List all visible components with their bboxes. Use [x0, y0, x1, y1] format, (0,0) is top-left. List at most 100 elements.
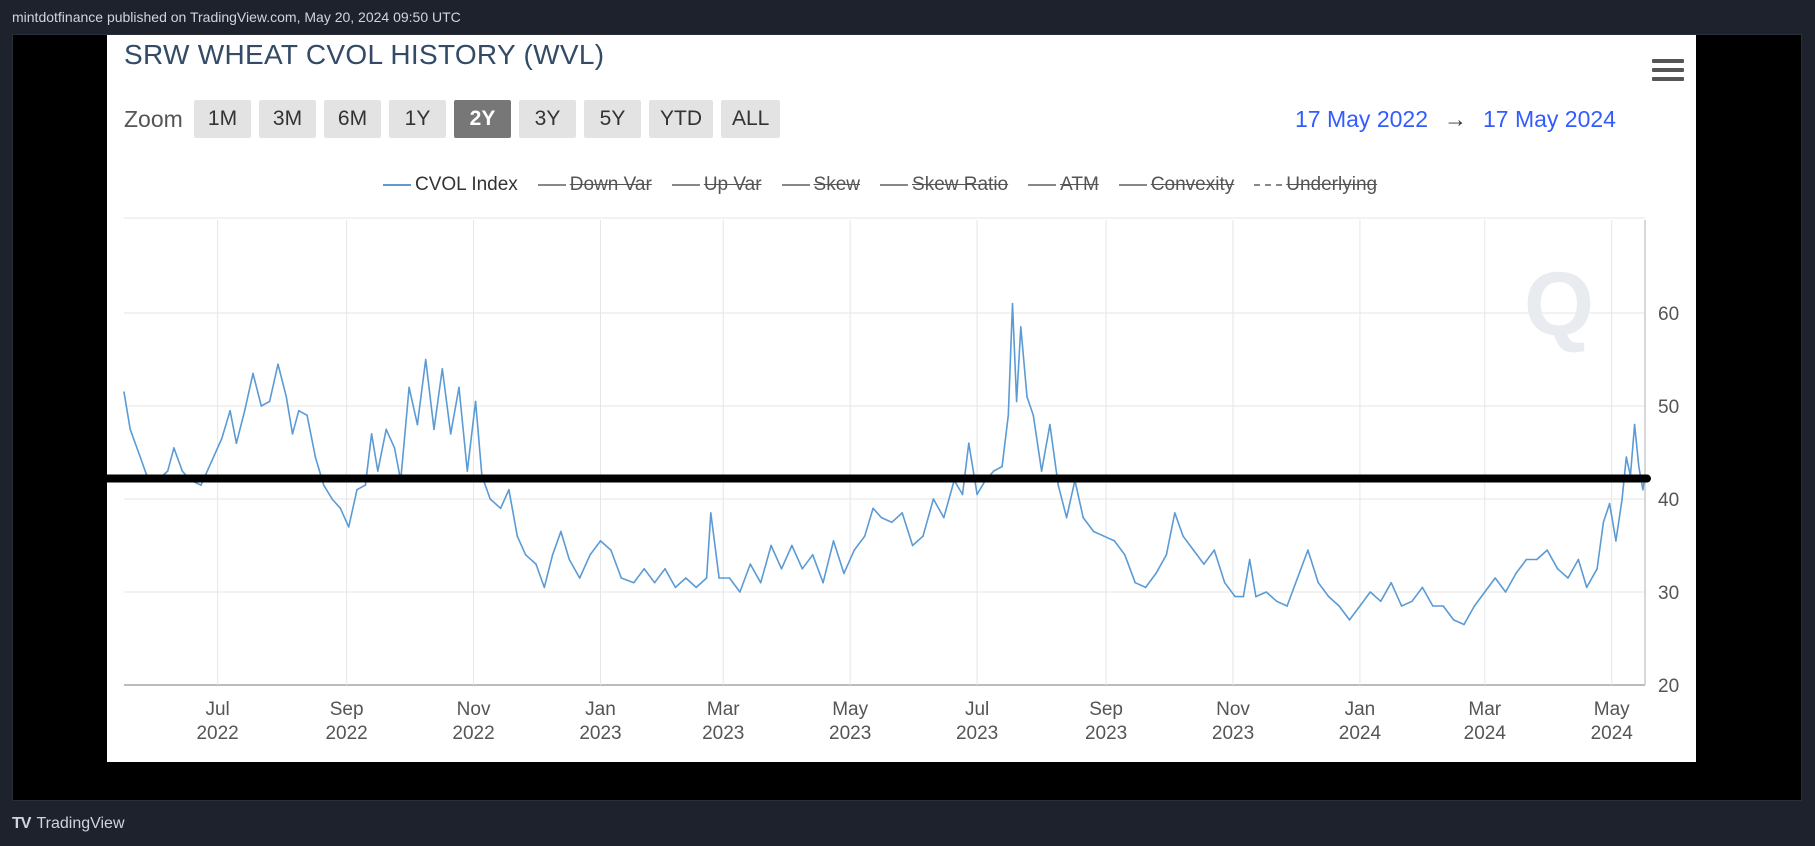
data-point [1144, 586, 1147, 589]
data-point [516, 535, 519, 537]
data-point [1192, 549, 1195, 551]
zoom-button-1m[interactable]: 1M [194, 100, 251, 138]
data-point [243, 409, 246, 412]
legend-item-up-var[interactable]: Up Var [671, 174, 762, 196]
data-point [1525, 558, 1528, 561]
legend-swatch [781, 184, 810, 186]
data-point [911, 544, 914, 547]
series-line-cvol-index [123, 302, 1646, 626]
data-point [599, 540, 602, 542]
data-point [1400, 605, 1403, 607]
legend-item-convexity[interactable]: Convexity [1118, 174, 1235, 196]
data-point [322, 484, 325, 486]
data-point [1596, 568, 1598, 570]
zoom-button-5y[interactable]: 5Y [584, 100, 641, 138]
data-point [1463, 623, 1465, 626]
legend-item-down-var[interactable]: Down Var [537, 174, 652, 196]
data-point [1338, 605, 1340, 607]
data-point [1473, 605, 1476, 607]
y-tick-label: 40 [1658, 490, 1679, 511]
publisher-line: mintdotfinance published on TradingView.… [12, 9, 461, 25]
data-point [1556, 568, 1559, 570]
data-point [643, 568, 645, 570]
data-point [891, 521, 893, 524]
x-tick-month: Mar [1468, 699, 1501, 720]
data-point [728, 577, 731, 579]
data-point [1065, 516, 1068, 519]
data-point [535, 563, 537, 565]
legend-label: Convexity [1150, 174, 1235, 195]
range-from[interactable]: 17 May 2022 [1295, 106, 1428, 132]
legend-item-skew-ratio[interactable]: Skew Ratio [880, 174, 1008, 196]
data-point [1296, 577, 1299, 579]
data-point [1092, 530, 1095, 533]
data-point [306, 414, 308, 417]
data-point [1411, 600, 1413, 603]
data-point [458, 386, 460, 389]
data-point [551, 554, 554, 556]
legend-swatch [671, 184, 700, 186]
range-to[interactable]: 17 May 2024 [1482, 106, 1616, 132]
data-point [578, 577, 581, 579]
data-point [880, 516, 883, 519]
legend-item-atm[interactable]: ATM [1028, 174, 1099, 196]
zoom-button-6m[interactable]: 6M [324, 100, 381, 138]
x-tick-year: 2024 [1339, 723, 1382, 744]
data-point [364, 484, 367, 486]
data-point [992, 470, 995, 472]
data-point [1638, 465, 1640, 468]
zoom-button-3y[interactable]: 3Y [519, 100, 576, 138]
data-point [1223, 581, 1226, 584]
zoom-button-3m[interactable]: 3M [259, 100, 316, 138]
data-point [822, 581, 824, 584]
data-point [1608, 502, 1611, 505]
data-point [393, 447, 396, 449]
legend-item-cvol-index[interactable]: CVOL Index [383, 174, 518, 196]
data-point [1577, 558, 1580, 561]
data-point [1359, 605, 1361, 607]
zoom-button-2y[interactable]: 2Y [454, 100, 511, 138]
x-tick-month: Jan [1345, 699, 1376, 720]
data-point [1615, 540, 1617, 542]
data-point [331, 498, 333, 500]
legend-label: Skew Ratio [912, 174, 1009, 195]
zoom-button-ytd[interactable]: YTD [649, 100, 713, 138]
data-point [1275, 600, 1278, 603]
line-chart: 20 30 40 50 60 Jul 2022 Sep 2022 Nov 2022 Jan 2023 Ma… [107, 217, 1679, 744]
data-point [968, 442, 970, 445]
data-point [1234, 595, 1236, 598]
data-point [1124, 554, 1126, 556]
data-point [524, 554, 527, 556]
data-point [832, 540, 835, 542]
data-point [499, 507, 502, 510]
y-tick-label: 30 [1658, 583, 1679, 604]
data-point [210, 461, 213, 463]
data-point [633, 581, 635, 584]
legend-swatch [1028, 184, 1057, 186]
data-point [1642, 488, 1644, 491]
data-point [385, 428, 388, 431]
data-point [872, 507, 874, 510]
data-point [252, 372, 254, 375]
data-point [229, 409, 231, 412]
data-point [1327, 595, 1330, 598]
data-point [1213, 549, 1216, 551]
chart-legend: CVOL Index Down Var Up Var Skew Skew Ratio AT… [383, 174, 1377, 196]
legend-swatch [1118, 184, 1147, 186]
legend-item-skew[interactable]: Skew [781, 174, 860, 196]
data-point [1536, 558, 1538, 561]
x-tick-year: 2024 [1591, 723, 1634, 744]
legend-label: CVOL Index [415, 174, 518, 195]
zoom-button-all[interactable]: ALL [721, 100, 781, 138]
data-point [543, 586, 546, 589]
data-point [137, 451, 140, 454]
zoom-button-1y[interactable]: 1Y [389, 100, 446, 138]
data-point [1032, 414, 1035, 417]
data-point [508, 488, 510, 491]
data-point [1484, 591, 1486, 593]
data-point [181, 470, 184, 472]
legend-item-underlying[interactable]: Underlying [1254, 174, 1377, 196]
data-point [441, 368, 444, 370]
legend-label: Down Var [569, 174, 652, 195]
hamburger-menu-icon[interactable] [1652, 59, 1684, 85]
